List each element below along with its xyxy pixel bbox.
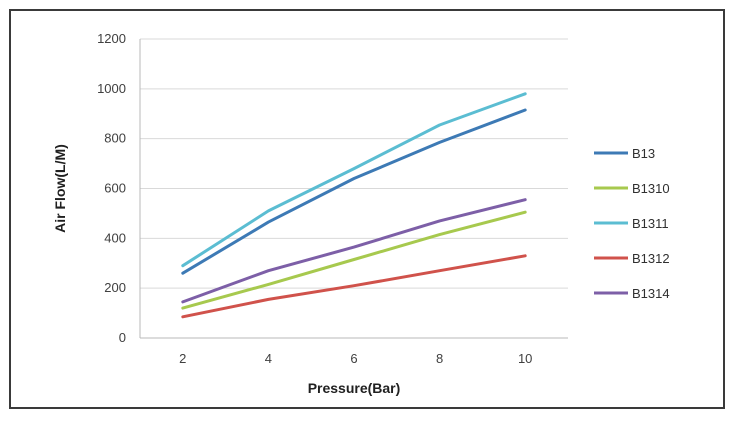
- legend-label: B13: [632, 146, 655, 161]
- series-line-b13: [181, 108, 527, 275]
- series-line-b1310: [181, 210, 527, 310]
- x-tick-label: 6: [350, 351, 357, 366]
- x-axis-title: Pressure(Bar): [308, 380, 401, 396]
- series-line-b1314: [181, 198, 527, 304]
- y-tick-label: 400: [104, 230, 126, 245]
- legend-label: B1311: [632, 216, 669, 231]
- legend: B13 B1310 B1311 B1312 B1314: [594, 146, 670, 301]
- x-tick-label: 4: [265, 351, 272, 366]
- y-tick-label: 1000: [97, 81, 126, 96]
- y-axis-ticks: 0 200 400 600 800 1000 1200: [97, 31, 126, 345]
- x-tick-label: 10: [518, 351, 532, 366]
- series-lines: [181, 92, 527, 319]
- legend-label: B1312: [632, 251, 670, 266]
- series-line-b1311: [181, 92, 527, 268]
- series-line-b1312: [181, 254, 527, 319]
- x-axis-ticks: 2 4 6 8 10: [179, 351, 532, 366]
- legend-label: B1310: [632, 181, 670, 196]
- y-tick-label: 0: [119, 330, 126, 345]
- y-tick-label: 600: [104, 181, 126, 196]
- chart-frame: 0 200 400 600 800 1000 1200 2 4 6 8 10 B13 B1310 B13…: [9, 9, 725, 409]
- x-tick-label: 8: [436, 351, 443, 366]
- y-tick-label: 200: [104, 280, 126, 295]
- x-tick-label: 2: [179, 351, 186, 366]
- gridlines: [139, 38, 568, 339]
- y-axis-title: Air Flow(L/M): [52, 144, 68, 233]
- y-tick-label: 1200: [97, 31, 126, 46]
- legend-label: B1314: [632, 286, 670, 301]
- y-tick-label: 800: [104, 131, 126, 146]
